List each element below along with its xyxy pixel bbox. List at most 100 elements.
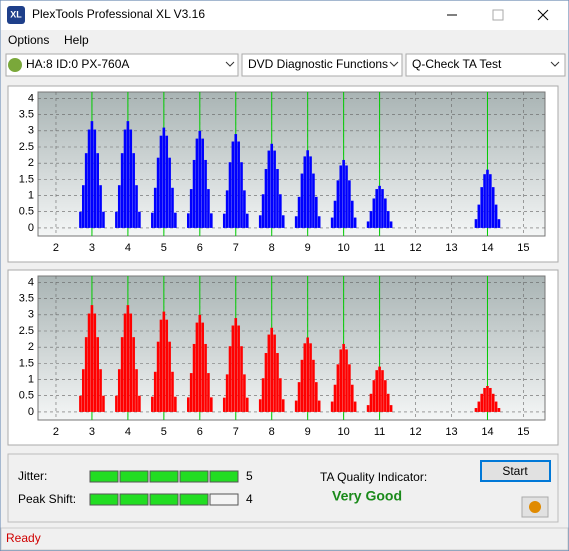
bar [333,200,337,228]
bar [336,180,340,228]
x-tick-label: 5 [161,426,167,438]
app-icon [7,6,25,24]
bar [372,198,376,228]
bar [279,378,282,412]
quality-box [209,493,239,506]
bar [129,129,133,228]
bar [102,395,105,412]
bar [342,343,345,412]
bar [79,211,82,228]
test-text: Q-Check TA Test [412,57,502,71]
bar [279,194,282,228]
x-tick-label: 11 [374,426,385,438]
bar [240,162,243,228]
bar [342,159,345,228]
y-tick-label: 0.5 [19,390,34,402]
bar [171,371,174,412]
bar [375,370,379,412]
bar [339,349,343,412]
bar [384,380,387,412]
close-button[interactable] [537,9,549,21]
bar [353,217,357,228]
bar [195,322,199,412]
bar [381,370,384,412]
bar [120,337,124,412]
bar [339,165,343,228]
x-tick-label: 15 [517,426,529,438]
bar [366,221,370,228]
bar [258,215,262,228]
bar [276,169,279,228]
bar [151,396,154,412]
bar [273,334,276,412]
x-tick-label: 11 [374,242,385,254]
bar [207,373,210,412]
x-tick-label: 2 [53,426,59,438]
bar [245,213,249,228]
bar [198,314,202,412]
x-tick-label: 3 [89,242,95,254]
menu-item[interactable]: Help [64,33,89,47]
y-tick-label: 2.5 [19,141,34,153]
bar [353,401,357,412]
bar [375,189,379,228]
x-tick-label: 3 [89,426,95,438]
bar [201,322,204,412]
maximize-button[interactable] [492,9,504,21]
y-tick-label: 3.5 [19,293,34,305]
bar [245,397,249,412]
bar [138,211,141,228]
function-select[interactable] [241,53,403,77]
x-tick-label: 7 [233,426,239,438]
bar [474,408,478,412]
bar [297,382,301,412]
bar [336,364,340,412]
peak-shift-value: 4 [246,492,253,506]
quality-box [89,493,119,506]
status-bar [0,527,569,551]
bar [300,359,304,412]
bar [303,156,307,228]
bar [345,165,348,228]
start-button[interactable] [480,460,551,482]
bar [315,382,318,412]
bar [240,346,243,412]
quality-box [119,493,149,506]
bar [82,185,85,228]
results-panel [7,453,559,523]
bar [168,341,171,412]
bar [187,397,190,412]
bar [117,369,121,412]
x-tick-label: 15 [517,242,529,254]
bar [96,153,99,228]
menu-item[interactable]: Options [8,33,49,47]
bar [165,135,169,228]
bar [486,386,489,412]
bar [267,334,271,412]
app-icon-text: XL [10,9,22,19]
bar [372,380,376,412]
bar [491,393,495,412]
y-tick-label: 1.5 [19,173,34,185]
bar [120,153,124,228]
bar [225,374,229,412]
bar [99,185,102,228]
bar [198,130,202,228]
bar [345,349,348,412]
bar [386,393,390,412]
bar [195,138,199,228]
y-tick-label: 3 [28,309,34,321]
test-select[interactable] [405,53,566,77]
bar [389,405,393,412]
bar [270,327,274,412]
bar [315,196,318,228]
bar [483,174,486,228]
bar [162,311,166,412]
y-tick-label: 1 [28,189,34,201]
drive-select[interactable] [5,53,239,77]
bar [480,393,484,412]
x-tick-label: 9 [305,242,311,254]
bar [231,325,235,412]
bar [297,196,301,228]
function-text: DVD Diagnostic Functions [248,57,388,71]
